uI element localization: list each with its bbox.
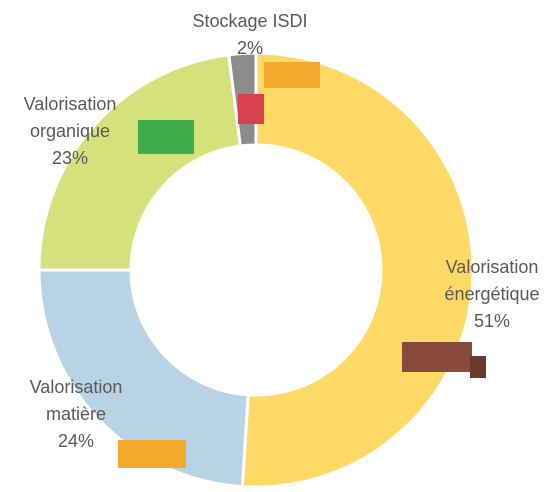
icon <box>470 356 486 378</box>
value-label: 24% <box>57 431 95 451</box>
value-label: 51% <box>473 311 511 331</box>
label: Valorisation matière 24% <box>11 374 141 455</box>
value-label: 23% <box>51 148 89 168</box>
icon <box>402 342 472 372</box>
icon <box>118 440 186 468</box>
slice <box>37 53 243 272</box>
icon <box>138 120 194 154</box>
label: Valorisation énergétique 51% <box>427 254 550 335</box>
slice <box>240 51 475 489</box>
label: Stockage ISDI 2% <box>150 8 350 62</box>
category-label: Valorisation matière <box>29 377 123 424</box>
category-label: Stockage ISDI <box>192 11 308 31</box>
value-label: 2% <box>236 38 263 58</box>
icon <box>264 62 320 88</box>
category-label: Valorisation énergétique <box>444 257 540 304</box>
category-label: Valorisation organique <box>23 94 117 141</box>
icon <box>238 94 264 124</box>
label: Valorisation organique 23% <box>5 91 135 172</box>
